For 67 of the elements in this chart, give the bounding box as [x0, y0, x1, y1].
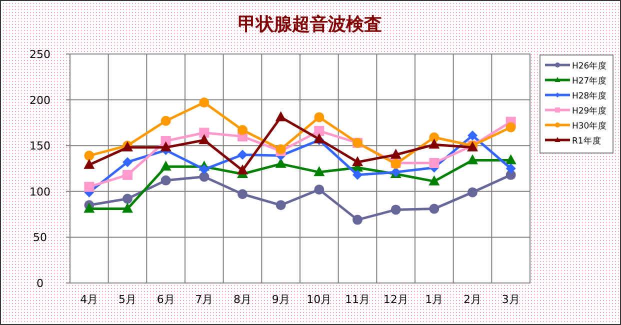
x-tick-label: 2月 [464, 293, 482, 306]
point [238, 189, 248, 200]
point [84, 182, 94, 192]
point [198, 134, 210, 144]
point [122, 194, 132, 204]
point [468, 187, 478, 198]
point [314, 166, 325, 176]
point [314, 112, 324, 122]
point [237, 164, 248, 174]
x-tick-label: 9月 [272, 293, 290, 306]
point [84, 158, 95, 169]
point [199, 128, 210, 138]
point [238, 125, 248, 136]
x-tick-label: 12月 [383, 293, 408, 306]
point [122, 170, 132, 180]
y-tick-label: 100 [30, 185, 50, 198]
point [390, 204, 401, 215]
x-tick-label: 10月 [306, 293, 332, 306]
point [506, 122, 516, 132]
point [390, 148, 402, 159]
point [276, 200, 286, 210]
x-tick-label: 5月 [118, 293, 136, 306]
point [84, 202, 95, 213]
legend-label: H30年度 [572, 120, 608, 132]
point [352, 156, 363, 166]
chart-title: 甲状腺超音波検査 [238, 14, 382, 35]
y-tick-label: 0 [36, 277, 44, 290]
point [506, 164, 516, 174]
y-tick-label: 250 [30, 48, 50, 61]
point [199, 98, 210, 108]
legend-label: H28年度 [572, 90, 608, 102]
point [429, 158, 440, 168]
point [275, 111, 286, 122]
x-tick-label: 1月 [425, 293, 444, 306]
point [352, 214, 362, 225]
y-tick-label: 200 [30, 94, 50, 107]
point [505, 154, 516, 164]
y-tick-label: 150 [30, 140, 50, 153]
point [122, 157, 132, 168]
x-tick-label: 4月 [80, 293, 98, 306]
point [160, 116, 171, 126]
point [122, 202, 133, 213]
point [160, 160, 172, 171]
legend-label: H27年度 [572, 76, 608, 86]
x-tick-label: 3月 [502, 293, 520, 306]
y-tick-label: 50 [33, 231, 47, 244]
point [467, 154, 478, 164]
point [429, 204, 440, 214]
point [199, 164, 210, 174]
point [428, 138, 440, 149]
point [160, 175, 171, 186]
x-tick-label: 8月 [234, 293, 252, 306]
point [428, 175, 440, 186]
point [468, 130, 478, 141]
legend-label: H29年度 [572, 106, 608, 116]
point [314, 184, 324, 195]
point [314, 126, 324, 136]
point [429, 132, 440, 142]
x-tick-label: 6月 [156, 293, 175, 306]
x-tick-label: 11月 [345, 293, 370, 306]
legend-label: H26年度 [572, 60, 608, 72]
legend-label: R1年度 [572, 136, 602, 146]
x-tick-label: 7月 [195, 293, 214, 306]
point [160, 141, 172, 152]
point [352, 170, 362, 180]
point [84, 150, 94, 161]
point [238, 150, 248, 160]
